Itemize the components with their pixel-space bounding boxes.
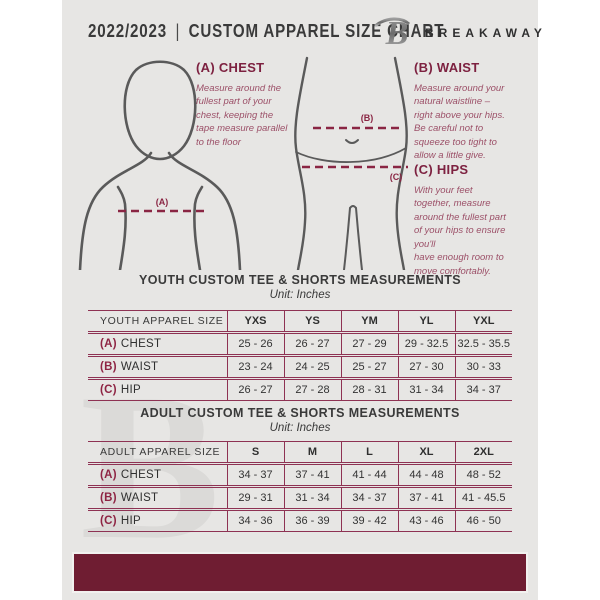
adult-chest-s: 34 - 37 bbox=[226, 463, 284, 487]
youth-section-unit: Unit: Inches bbox=[269, 289, 331, 301]
youth-waist-yxl: 30 - 33 bbox=[454, 355, 512, 379]
hips-line-label: (C) bbox=[390, 172, 403, 182]
footer-accent-bar bbox=[72, 552, 528, 593]
adult-section-title: ADULT CUSTOM TEE & SHORTS MEASUREMENTS bbox=[140, 406, 460, 420]
chest-line-label: (A) bbox=[156, 197, 169, 207]
youth-waist-row: (B) WAIST 23 - 24 24 - 25 25 - 27 27 - 30… bbox=[88, 355, 512, 379]
adult-hip-row-label: (C) HIP bbox=[100, 515, 141, 527]
youth-hip-yxl: 34 - 37 bbox=[454, 378, 512, 401]
youth-chest-ym: 27 - 29 bbox=[340, 332, 398, 356]
adult-chest-l: 41 - 44 bbox=[340, 463, 398, 487]
brand-watermark-letter: B bbox=[80, 351, 221, 583]
title-year: 2022/2023 bbox=[88, 21, 168, 41]
hips-instruction: (C) HIPS With your feet together, measur… bbox=[414, 162, 544, 278]
chest-instruction: (A) CHEST Measure around the fullest par… bbox=[196, 60, 328, 149]
adult-size-col-2xl: 2XL bbox=[454, 441, 512, 464]
youth-hip-row: (C) HIP 26 - 27 27 - 28 28 - 31 31 - 34 3… bbox=[88, 378, 512, 401]
waist-instruction-body: Measure around your natural waistline – … bbox=[414, 83, 505, 162]
adult-waist-xl: 37 - 41 bbox=[397, 486, 455, 510]
adult-chest-m: 37 - 41 bbox=[283, 463, 341, 487]
youth-chest-row-label: (A) CHEST bbox=[100, 338, 162, 350]
youth-table-corner-header: YOUTH APPAREL SIZE bbox=[100, 315, 224, 327]
youth-chest-yxl: 32.5 - 35.5 bbox=[454, 332, 512, 356]
adult-table-corner-header: ADULT APPAREL SIZE bbox=[100, 446, 221, 458]
youth-chest-ys: 26 - 27 bbox=[283, 332, 341, 356]
adult-size-col-s: S bbox=[226, 441, 284, 464]
adult-hip-m: 36 - 39 bbox=[283, 509, 341, 532]
chest-instruction-heading: (A) CHEST bbox=[196, 60, 265, 75]
adult-waist-s: 29 - 31 bbox=[226, 486, 284, 510]
youth-hip-yl: 31 - 34 bbox=[397, 378, 455, 401]
adult-chest-2xl: 48 - 52 bbox=[454, 463, 512, 487]
youth-size-table: YOUTH APPAREL SIZE YXS YS YM YL YXL (A) C… bbox=[88, 310, 512, 401]
adult-hip-s: 34 - 36 bbox=[226, 509, 284, 532]
youth-chest-row: (A) CHEST 25 - 26 26 - 27 27 - 29 29 - 32… bbox=[88, 332, 512, 356]
youth-hip-ys: 27 - 28 bbox=[283, 378, 341, 401]
adult-waist-row: (B) WAIST 29 - 31 31 - 34 34 - 37 37 - 41… bbox=[88, 486, 512, 510]
brand-name: BREAKAWAY bbox=[425, 26, 547, 40]
adult-waist-2xl: 41 - 45.5 bbox=[454, 486, 512, 510]
adult-waist-m: 31 - 34 bbox=[283, 486, 341, 510]
youth-table-header-row: YOUTH APPAREL SIZE YXS YS YM YL YXL bbox=[88, 310, 512, 333]
youth-waist-yl: 27 - 30 bbox=[397, 355, 455, 379]
youth-waist-yxs: 23 - 24 bbox=[226, 355, 284, 379]
youth-hip-yxs: 26 - 27 bbox=[226, 378, 284, 401]
youth-size-col-yxs: YXS bbox=[226, 310, 284, 333]
torso-diagram: (A) bbox=[78, 60, 242, 270]
page-title: 2022/2023 | CUSTOM APPAREL SIZE CHART bbox=[88, 21, 444, 42]
adult-waist-l: 34 - 37 bbox=[340, 486, 398, 510]
adult-waist-row-label: (B) WAIST bbox=[100, 492, 159, 504]
adult-chest-row-label: (A) CHEST bbox=[100, 469, 162, 481]
adult-size-col-l: L bbox=[340, 441, 398, 464]
size-chart-document: B 2022/2023 | CUSTOM APPAREL SIZE CHART B … bbox=[62, 0, 542, 600]
title-separator: | bbox=[175, 21, 181, 41]
title-text: CUSTOM APPAREL SIZE CHART bbox=[188, 21, 445, 41]
waist-instruction-heading: (B) WAIST bbox=[414, 60, 480, 75]
adult-size-col-m: M bbox=[283, 441, 341, 464]
adult-size-table: ADULT APPAREL SIZE S M L XL 2XL (A) CHEST… bbox=[88, 441, 512, 532]
youth-chest-yl: 29 - 32.5 bbox=[397, 332, 455, 356]
youth-waist-ym: 25 - 27 bbox=[340, 355, 398, 379]
waist-line-label: (B) bbox=[361, 113, 374, 123]
adult-hip-2xl: 46 - 50 bbox=[454, 509, 512, 532]
youth-section-title: YOUTH CUSTOM TEE & SHORTS MEASUREMENTS bbox=[139, 273, 461, 287]
youth-waist-ys: 24 - 25 bbox=[283, 355, 341, 379]
breakaway-logo-icon: B bbox=[374, 15, 411, 51]
adult-size-col-xl: XL bbox=[397, 441, 455, 464]
adult-hip-l: 39 - 42 bbox=[340, 509, 398, 532]
svg-text:B: B bbox=[385, 15, 409, 51]
adult-section-unit: Unit: Inches bbox=[269, 422, 331, 434]
youth-size-col-yl: YL bbox=[397, 310, 455, 333]
youth-hip-ym: 28 - 31 bbox=[340, 378, 398, 401]
chest-instruction-body: Measure around the fullest part of your … bbox=[196, 83, 288, 148]
adult-table-header-row: ADULT APPAREL SIZE S M L XL 2XL bbox=[88, 441, 512, 464]
youth-waist-row-label: (B) WAIST bbox=[100, 361, 159, 373]
adult-chest-row: (A) CHEST 34 - 37 37 - 41 41 - 44 44 - 48… bbox=[88, 463, 512, 487]
lower-body-diagram: (B) (C) bbox=[294, 56, 408, 270]
youth-hip-row-label: (C) HIP bbox=[100, 384, 141, 396]
adult-hip-row: (C) HIP 34 - 36 36 - 39 39 - 42 43 - 46 4… bbox=[88, 509, 512, 532]
youth-size-col-yxl: YXL bbox=[454, 310, 512, 333]
hips-instruction-heading: (C) HIPS bbox=[414, 162, 469, 177]
adult-chest-xl: 44 - 48 bbox=[397, 463, 455, 487]
hips-instruction-body: With your feet together, measure around … bbox=[414, 185, 506, 277]
adult-hip-xl: 43 - 46 bbox=[397, 509, 455, 532]
youth-size-col-ym: YM bbox=[340, 310, 398, 333]
waist-instruction: (B) WAIST Measure around your natural wa… bbox=[414, 60, 542, 163]
youth-size-col-ys: YS bbox=[283, 310, 341, 333]
youth-chest-yxs: 25 - 26 bbox=[226, 332, 284, 356]
